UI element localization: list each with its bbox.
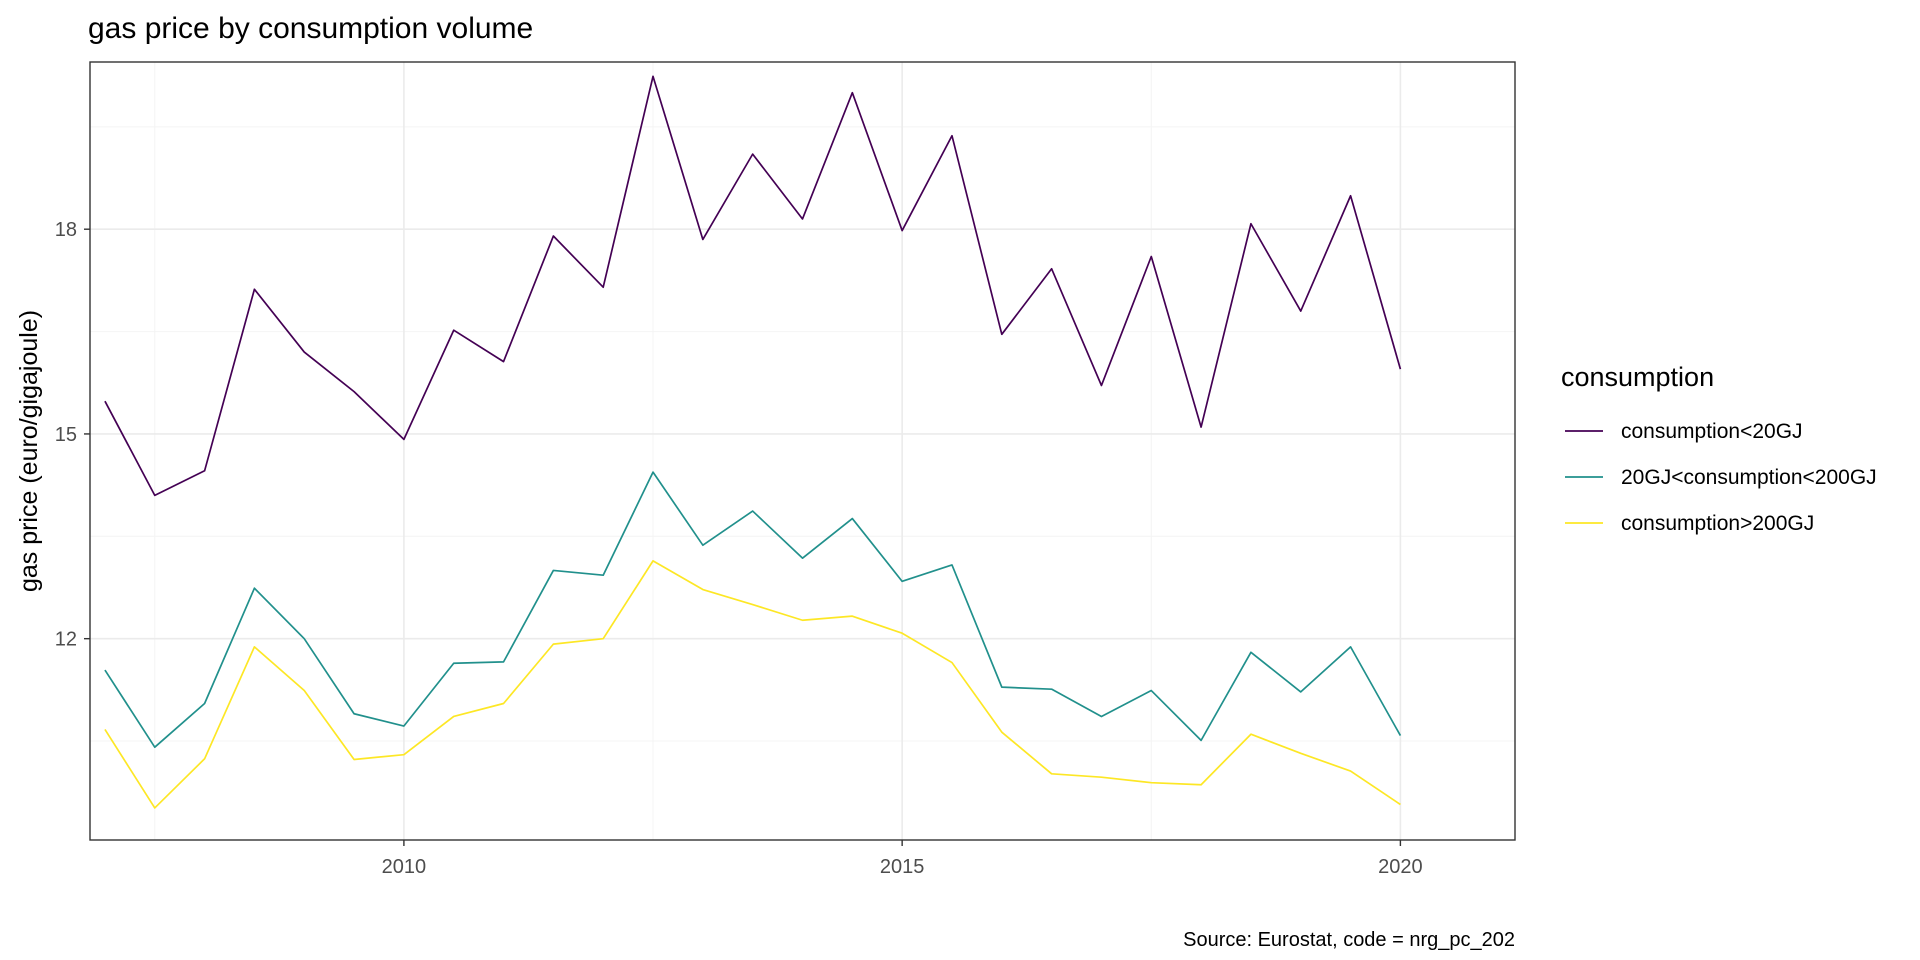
legend-title: consumption bbox=[1561, 362, 1714, 392]
legend-item: consumption>200GJ bbox=[1565, 512, 1814, 535]
chart-title: gas price by consumption volume bbox=[88, 12, 533, 45]
y-tick-label: 12 bbox=[55, 629, 77, 651]
y-tick-label: 15 bbox=[55, 424, 77, 446]
series-lines bbox=[104, 75, 1402, 809]
y-tick-label: 18 bbox=[55, 219, 77, 241]
x-tick-label: 2010 bbox=[382, 856, 427, 878]
chart-caption: Source: Eurostat, code = nrg_pc_202 bbox=[1183, 929, 1515, 951]
axis-ticks: 2010 2015 2020 12 15 18 bbox=[55, 219, 1423, 878]
series-line-2 bbox=[104, 471, 1402, 749]
legend-item: consumption<20GJ bbox=[1565, 420, 1803, 443]
legend-label: consumption>200GJ bbox=[1621, 512, 1814, 535]
plot-panel bbox=[89, 61, 1516, 841]
legend-label: consumption<20GJ bbox=[1621, 420, 1803, 443]
legend: consumption consumption<20GJ 20GJ<consump… bbox=[1561, 362, 1877, 535]
legend-items: consumption<20GJ 20GJ<consumption<200GJ co… bbox=[1565, 420, 1877, 535]
series-line-3 bbox=[104, 560, 1401, 809]
legend-label: 20GJ<consumption<200GJ bbox=[1621, 466, 1877, 489]
x-tick-label: 2015 bbox=[880, 856, 925, 878]
x-tick-label: 2020 bbox=[1378, 856, 1423, 878]
series-line-1 bbox=[104, 75, 1402, 497]
y-axis-title: gas price (euro/gigajoule) bbox=[15, 310, 43, 592]
legend-item: 20GJ<consumption<200GJ bbox=[1565, 466, 1877, 489]
grid bbox=[90, 62, 1515, 840]
